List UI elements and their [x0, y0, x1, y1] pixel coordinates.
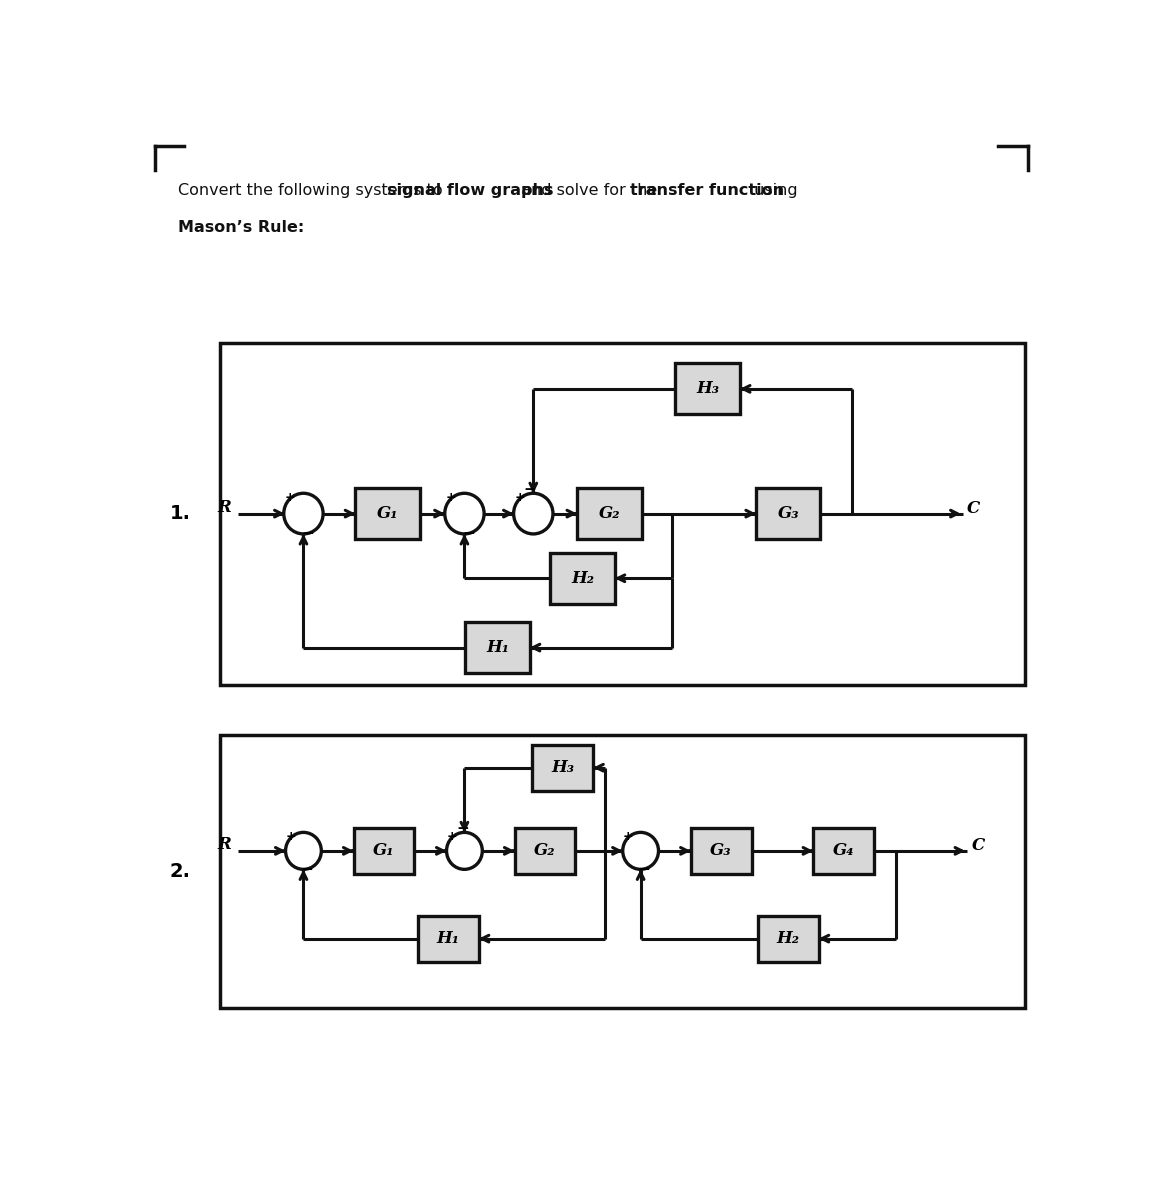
Text: signal flow graphs: signal flow graphs — [388, 182, 554, 198]
Text: G₁: G₁ — [376, 505, 398, 522]
Circle shape — [514, 493, 553, 534]
FancyBboxPatch shape — [675, 364, 740, 414]
Circle shape — [284, 493, 323, 534]
Text: Convert the following systems to: Convert the following systems to — [178, 182, 448, 198]
Text: C: C — [967, 499, 980, 516]
Text: 1.: 1. — [170, 504, 190, 523]
Text: 2.: 2. — [170, 862, 190, 881]
FancyBboxPatch shape — [758, 916, 818, 961]
Text: using: using — [749, 182, 797, 198]
Circle shape — [623, 833, 659, 869]
Text: R: R — [217, 836, 231, 853]
FancyBboxPatch shape — [814, 828, 874, 874]
Text: +: + — [285, 829, 297, 842]
Text: −: − — [462, 527, 474, 541]
Bar — [220, 343, 1025, 684]
Text: +: + — [447, 829, 457, 842]
Circle shape — [447, 833, 482, 869]
Circle shape — [444, 493, 485, 534]
Text: Mason’s Rule:: Mason’s Rule: — [178, 220, 305, 235]
FancyBboxPatch shape — [550, 553, 615, 604]
Text: C: C — [972, 836, 984, 854]
Text: H₃: H₃ — [552, 760, 575, 776]
FancyBboxPatch shape — [515, 828, 576, 874]
Text: H₁: H₁ — [437, 930, 459, 947]
Text: +: + — [623, 829, 634, 842]
Text: G₃: G₃ — [711, 842, 732, 859]
FancyBboxPatch shape — [756, 488, 820, 539]
Text: G₄: G₄ — [833, 842, 854, 859]
Text: R: R — [217, 499, 231, 516]
FancyBboxPatch shape — [355, 488, 420, 539]
Text: H₂: H₂ — [777, 930, 800, 947]
Text: −: − — [523, 481, 535, 497]
FancyBboxPatch shape — [465, 622, 530, 673]
Text: and solve for the: and solve for the — [516, 182, 662, 198]
Circle shape — [285, 833, 321, 869]
FancyBboxPatch shape — [532, 744, 593, 791]
Text: H₂: H₂ — [571, 570, 594, 587]
Text: +: + — [284, 491, 295, 504]
Text: H₁: H₁ — [486, 640, 509, 656]
Text: +: + — [445, 491, 456, 504]
Text: G₁: G₁ — [373, 842, 395, 859]
Bar — [220, 736, 1025, 1008]
FancyBboxPatch shape — [418, 916, 479, 961]
FancyBboxPatch shape — [691, 828, 751, 874]
Text: −: − — [301, 527, 314, 541]
Text: +: + — [515, 491, 525, 504]
FancyBboxPatch shape — [353, 828, 414, 874]
Text: −: − — [301, 862, 314, 877]
Text: G₂: G₂ — [599, 505, 620, 522]
Text: −: − — [638, 862, 651, 877]
Text: H₃: H₃ — [696, 380, 719, 397]
Text: −: − — [456, 821, 469, 836]
FancyBboxPatch shape — [577, 488, 642, 539]
Text: G₃: G₃ — [778, 505, 799, 522]
Text: G₂: G₂ — [534, 842, 556, 859]
Text: transfer function: transfer function — [630, 182, 784, 198]
